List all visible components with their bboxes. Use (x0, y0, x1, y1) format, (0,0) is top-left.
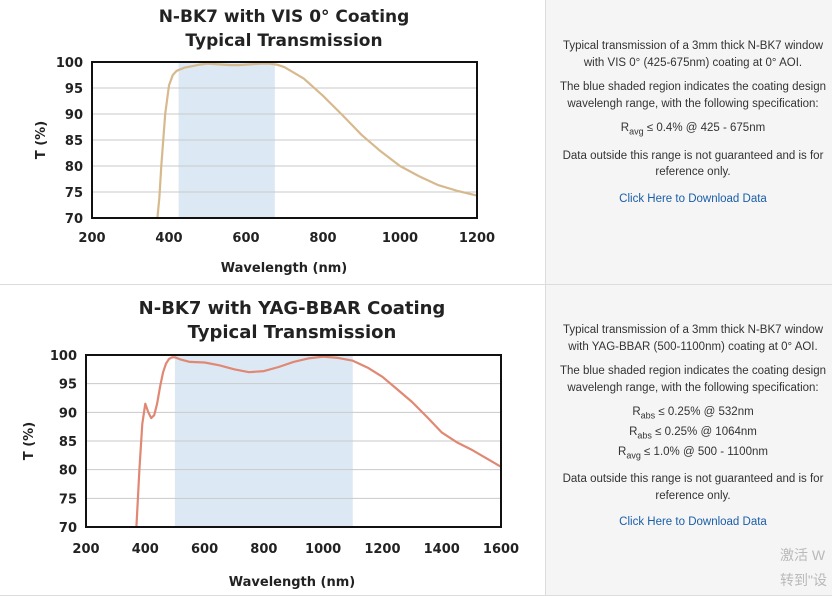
x-tick-label: 1600 (483, 542, 519, 557)
spec-line: Rabs ≤ 0.25% @ 532nm (558, 404, 828, 424)
y-tick-label: 100 (56, 56, 83, 71)
y-tick-label: 70 (59, 521, 77, 536)
disclaimer-text: Data outside this range is not guarantee… (562, 473, 824, 502)
x-tick-label: 1200 (459, 231, 495, 246)
x-tick-label: 600 (232, 231, 259, 246)
y-axis-label: T (%) (22, 422, 37, 460)
spec-line: Ravg ≤ 0.4% @ 425 - 675nm (558, 120, 828, 140)
y-tick-label: 85 (65, 134, 83, 149)
chart-subtitle: Typical Transmission (185, 31, 382, 51)
y-tick-label: 80 (65, 160, 83, 175)
spec-subscript: abs (637, 430, 652, 441)
download-data-link[interactable]: Click Here to Download Data (619, 192, 767, 205)
transmission-line (135, 355, 502, 528)
spec-symbol: R (620, 122, 630, 134)
chart-cell-vis: N-BK7 with VIS 0° Coating Typical Transmi… (0, 0, 546, 284)
row-yag-bbar-coating: N-BK7 with YAG-BBAR Coating Typical Trans… (0, 285, 832, 596)
chart-yag-transmission: N-BK7 with YAG-BBAR Coating Typical Trans… (22, 298, 519, 590)
y-tick-label: 95 (65, 82, 83, 97)
spec-subscript: avg (629, 126, 644, 137)
transmission-line (156, 62, 478, 219)
y-axis-label: T (%) (34, 121, 49, 159)
spec-subscript: abs (640, 410, 656, 421)
y-tick-label: 90 (65, 108, 83, 123)
y-tick-label: 100 (50, 349, 77, 364)
y-tick-label: 75 (65, 186, 83, 201)
shaded-region-note: The blue shaded region indicates the coa… (560, 81, 826, 110)
x-tick-label: 200 (78, 231, 105, 246)
y-tick-label: 85 (59, 435, 77, 450)
chart-subtitle: Typical Transmission (188, 322, 397, 343)
download-data-link[interactable]: Click Here to Download Data (619, 516, 767, 529)
shaded-region-note: The blue shaded region indicates the coa… (560, 365, 826, 394)
chart-title: N-BK7 with YAG-BBAR Coating (139, 298, 446, 319)
spec-symbol: R (629, 425, 638, 438)
x-tick-label: 1000 (382, 231, 418, 246)
activation-watermark-line1: 激活 W (780, 547, 826, 563)
description-vis: Typical transmission of a 3mm thick N-BK… (558, 38, 828, 207)
chart-title: N-BK7 with VIS 0° Coating (159, 7, 410, 27)
y-tick-label: 70 (65, 212, 83, 227)
x-tick-label: 600 (191, 542, 218, 557)
y-tick-label: 90 (59, 406, 77, 421)
spec-symbol: R (618, 445, 627, 458)
y-tick-label: 95 (59, 378, 77, 393)
x-tick-label: 1000 (305, 542, 341, 557)
x-tick-label: 1400 (424, 542, 460, 557)
spec-value: ≤ 0.25% @ 532nm (655, 406, 754, 418)
text-cell-yag: Typical transmission of a 3mm thick N-BK… (546, 285, 832, 595)
x-tick-label: 800 (309, 231, 336, 246)
spec-value: ≤ 0.25% @ 1064nm (651, 425, 757, 438)
chart-cell-yag: N-BK7 with YAG-BBAR Coating Typical Trans… (0, 285, 546, 595)
x-tick-label: 200 (72, 542, 99, 557)
x-tick-label: 400 (132, 542, 159, 557)
spec-value: ≤ 1.0% @ 500 - 1100nm (640, 445, 768, 458)
spec-symbol: R (632, 406, 641, 418)
x-tick-label: 800 (250, 542, 277, 557)
x-axis-label: Wavelength (nm) (229, 575, 355, 590)
y-tick-label: 75 (59, 492, 77, 507)
x-tick-label: 1200 (364, 542, 400, 557)
x-tick-label: 400 (155, 231, 182, 246)
plot-frame (91, 61, 478, 219)
y-tick-label: 80 (59, 464, 77, 479)
description-text: Typical transmission of a 3mm thick N-BK… (562, 324, 824, 353)
spec-list: Ravg ≤ 0.4% @ 425 - 675nm (558, 120, 828, 140)
spec-line: Rabs ≤ 0.25% @ 1064nm (558, 424, 828, 444)
x-axis-label: Wavelength (nm) (221, 261, 347, 276)
row-vis-coating: N-BK7 with VIS 0° Coating Typical Transmi… (0, 0, 832, 285)
activation-watermark-line2: 转到"设 (780, 572, 827, 588)
plot-frame (85, 354, 502, 528)
spec-line: Ravg ≤ 1.0% @ 500 - 1100nm (558, 444, 828, 464)
spec-list: Rabs ≤ 0.25% @ 532nm Rabs ≤ 0.25% @ 1064n… (558, 404, 828, 463)
disclaimer-text: Data outside this range is not guarantee… (562, 149, 824, 179)
text-cell-vis: Typical transmission of a 3mm thick N-BK… (546, 0, 832, 284)
description-yag: Typical transmission of a 3mm thick N-BK… (558, 322, 828, 531)
chart-vis-transmission: N-BK7 with VIS 0° Coating Typical Transmi… (34, 7, 495, 276)
description-text: Typical transmission of a 3mm thick N-BK… (562, 40, 824, 69)
spec-value: ≤ 0.4% @ 425 - 675nm (643, 122, 766, 134)
spec-subscript: avg (626, 449, 641, 460)
